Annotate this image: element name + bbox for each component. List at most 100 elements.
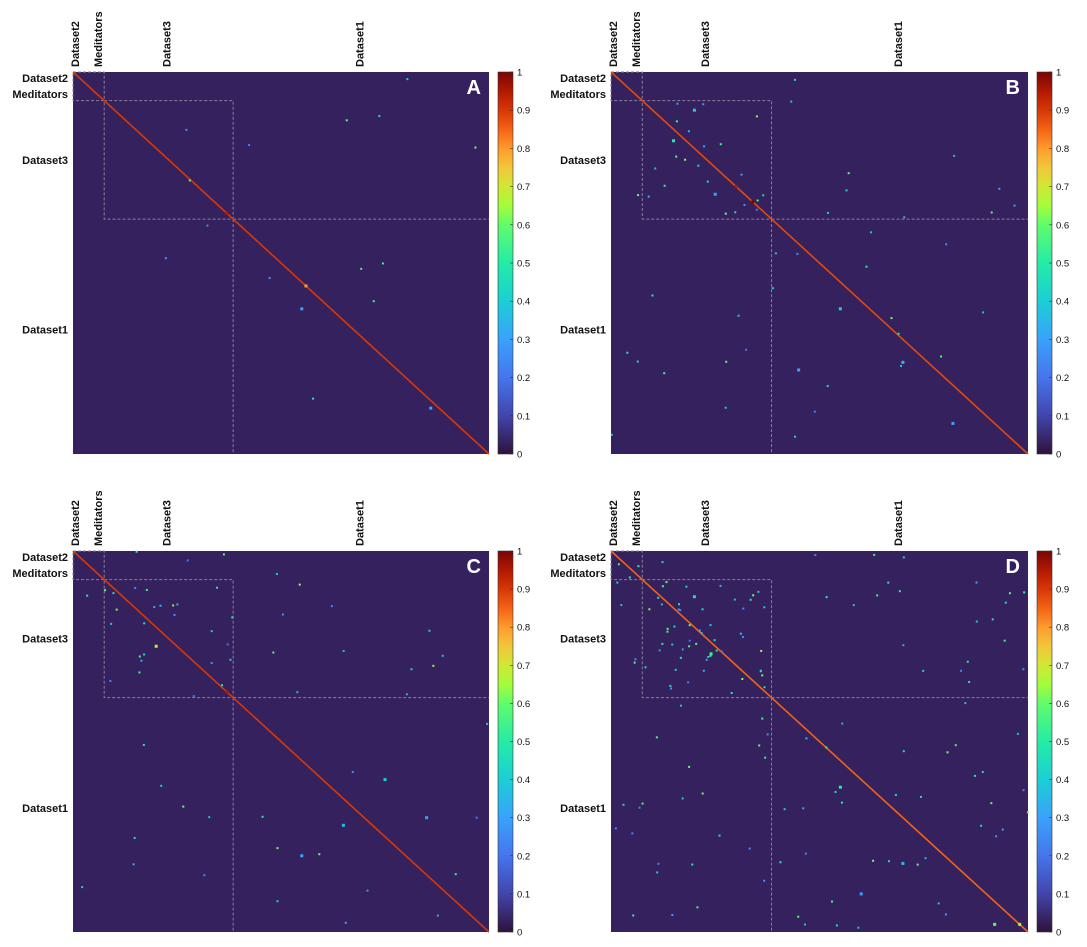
speckle [381, 262, 384, 265]
speckle [192, 695, 195, 698]
colorbar-tick-label: 0.3 [1056, 335, 1069, 346]
speckle [617, 563, 620, 566]
speckle [133, 836, 136, 839]
top-label-dataset3: Dataset3 [162, 21, 174, 67]
top-label-meditators: Meditators [93, 11, 105, 67]
speckle [783, 808, 786, 811]
speckle [733, 598, 736, 601]
group-box-dataset3 [641, 100, 773, 220]
speckle [756, 199, 759, 202]
speckle [890, 317, 893, 320]
speckle [924, 857, 927, 860]
speckle [834, 791, 837, 794]
speckle [982, 311, 985, 314]
speckle [894, 793, 897, 796]
colorbar-tick-label: 1 [1056, 547, 1061, 558]
speckle [132, 863, 135, 866]
colorbar-tick-label: 0 [517, 928, 522, 939]
colorbar-tick-label: 0.8 [517, 144, 530, 155]
speckle [872, 859, 875, 862]
speckle [86, 594, 89, 597]
speckle [755, 115, 758, 118]
speckle [761, 717, 764, 720]
colorbar-tick-label: 0.9 [1056, 106, 1069, 117]
colorbar-tick-label: 1 [517, 68, 522, 79]
speckle [656, 871, 659, 874]
speckle [104, 589, 107, 592]
group-box-meditators [610, 550, 643, 581]
colorbar-tick-label: 0.6 [1056, 699, 1069, 710]
left-label-dataset1: Dataset1 [560, 803, 606, 815]
top-label-dataset1: Dataset1 [893, 500, 905, 546]
top-label-meditators: Meditators [631, 490, 643, 546]
speckle [706, 180, 709, 183]
speckle [718, 834, 721, 837]
speckle [734, 211, 737, 214]
panel-label: D [1006, 556, 1020, 578]
speckle [960, 669, 963, 672]
speckle [344, 921, 347, 924]
speckle [825, 746, 828, 749]
highlight-cell [901, 861, 905, 865]
speckle [676, 102, 679, 105]
left-label-dataset3: Dataset3 [560, 634, 606, 646]
speckle [647, 195, 650, 198]
speckle [865, 265, 868, 268]
speckle [742, 636, 745, 639]
speckle [1003, 639, 1006, 642]
colorbar-tick-label: 0.4 [517, 297, 530, 308]
speckle [681, 648, 684, 651]
speckle [406, 78, 409, 81]
speckle [268, 276, 271, 279]
speckle [298, 583, 301, 586]
speckle [330, 605, 333, 608]
speckle [752, 594, 755, 597]
colorbar-tick-label: 0 [517, 450, 522, 461]
colorbar-tick-label: 0.2 [1056, 373, 1069, 384]
speckle [1022, 789, 1025, 792]
speckle [678, 603, 681, 606]
speckle [946, 751, 949, 754]
speckle [641, 802, 644, 805]
speckle [688, 624, 691, 627]
speckle [954, 744, 957, 747]
speckle [873, 553, 876, 556]
left-label-dataset2: Dataset2 [22, 552, 68, 564]
speckle [360, 267, 363, 270]
speckle [888, 860, 891, 863]
speckle [138, 671, 141, 674]
speckle [698, 629, 701, 632]
speckle [707, 655, 710, 658]
speckle [757, 590, 760, 593]
speckle [740, 173, 743, 176]
highlight-cell [859, 892, 863, 896]
speckle [724, 212, 727, 215]
speckle [759, 669, 762, 672]
speckle [432, 664, 435, 667]
speckle [749, 598, 752, 601]
speckle [944, 913, 947, 916]
highlight-cell [383, 778, 387, 782]
speckle [702, 669, 705, 672]
top-label-dataset3: Dataset3 [700, 500, 712, 546]
speckle [475, 816, 478, 819]
speckle [696, 906, 699, 909]
colorbar-tick-label: 0.2 [1056, 851, 1069, 862]
left-label-meditators: Meditators [12, 89, 68, 101]
speckle [755, 208, 758, 211]
highlight-cell [429, 406, 433, 410]
colorbar-tick-label: 0.3 [517, 813, 530, 824]
speckle [900, 365, 903, 368]
speckle [614, 827, 617, 830]
colorbar-tick-label: 0.6 [517, 220, 530, 231]
speckle [318, 853, 321, 856]
colorbar-tick-label: 0.1 [517, 889, 530, 900]
speckle [739, 632, 742, 635]
speckle [813, 410, 816, 413]
speckle [852, 604, 855, 607]
speckle [725, 360, 728, 363]
speckle [990, 211, 993, 214]
panel-b: B Dataset2 Meditators Dataset3 Dataset1 Datas… [550, 11, 1069, 460]
speckle [804, 852, 807, 855]
speckle [1023, 591, 1026, 594]
